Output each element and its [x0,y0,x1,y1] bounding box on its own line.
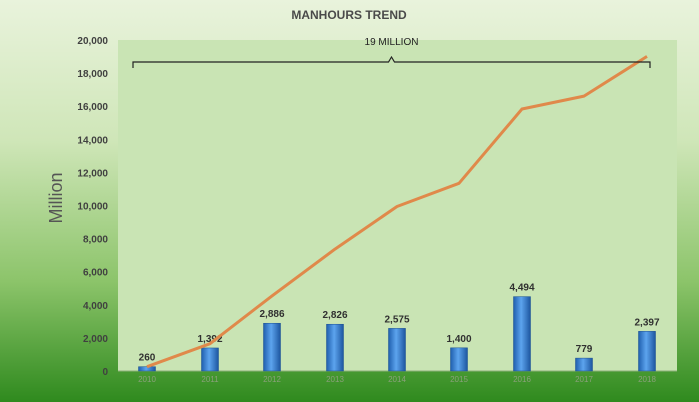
y-tick-label: 0 [102,367,108,378]
chart-title: MANHOURS TREND [291,8,407,22]
x-tick-label: 2011 [201,375,219,384]
x-tick-label: 2010 [138,375,156,384]
bar [513,296,531,372]
y-tick-label: 14,000 [77,135,108,146]
y-tick-label: 6,000 [83,268,108,279]
bar [575,357,593,372]
bar-data-label: 260 [139,353,156,364]
x-tick-label: 2018 [638,375,656,384]
y-tick-label: 4,000 [83,301,108,312]
bar-data-label: 2,826 [322,310,347,321]
x-tick-label: 2013 [326,375,344,384]
bar-data-label: 1,392 [197,334,222,345]
bar [263,322,281,372]
bar-data-label: 1,400 [446,334,471,345]
y-tick-label: 18,000 [77,69,108,80]
y-tick-label: 16,000 [77,102,108,113]
bar-data-label: 2,575 [384,314,409,325]
x-tick-label: 2017 [575,375,593,384]
y-tick-label: 20,000 [77,36,108,47]
bar-data-labels: 260 1,392 2,886 2,826 2,575 1,400 4,494 779 2,39… [139,283,660,364]
y-tick-label: 8,000 [83,235,108,246]
y-tick-label: 2,000 [83,334,108,345]
cumulative-line [146,55,648,369]
y-tick-label: 12,000 [77,168,108,179]
x-axis-ticks: 2010 2011 2012 2013 2014 2015 2016 2017 2018 [138,375,656,384]
x-tick-label: 2016 [513,375,531,384]
total-annotation: 19 MILLION [365,37,419,48]
y-axis-label: Million [46,172,66,223]
bar [388,328,406,372]
bar [201,347,219,372]
x-tick-label: 2015 [450,375,468,384]
bar [450,347,468,372]
bar [138,366,156,372]
bar-data-label: 2,397 [634,317,659,328]
bar-data-label: 779 [576,344,593,355]
y-axis-ticks: 0 2,000 4,000 6,000 8,000 10,000 12,000 14,000 1… [77,36,108,378]
bar-data-label: 2,886 [259,309,284,320]
bar-series [138,296,656,372]
bar [638,331,656,372]
bar-data-label: 4,494 [509,283,534,294]
bar [326,323,344,372]
y-tick-label: 10,000 [77,202,108,213]
x-tick-label: 2012 [263,375,281,384]
total-brace [132,55,651,68]
x-tick-label: 2014 [388,375,406,384]
